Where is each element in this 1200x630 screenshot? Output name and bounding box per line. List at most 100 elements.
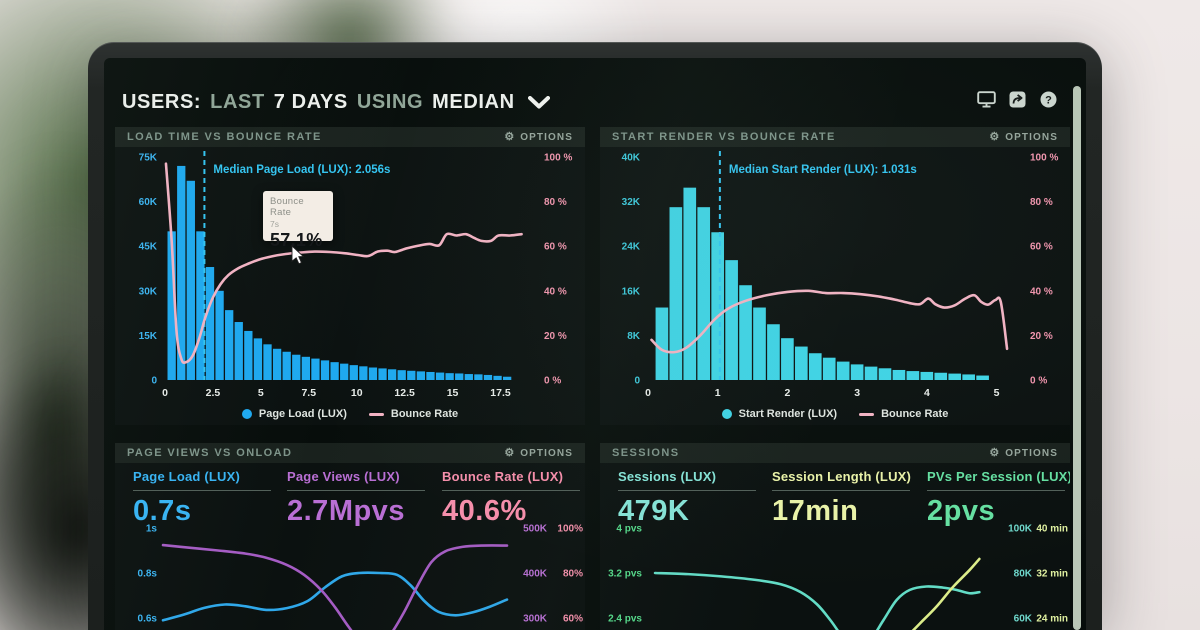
svg-text:15K: 15K [139, 331, 158, 342]
axis-tick-labels: 500K 400K 300K [523, 524, 548, 625]
legend-label: Start Render (LUX) [738, 408, 838, 420]
header-word: LAST [210, 90, 265, 113]
svg-text:30K: 30K [139, 286, 158, 297]
legend-dot-marker [241, 409, 252, 419]
stat-page-views: Page Views (LUX) 2.7Mpvs [287, 469, 437, 528]
svg-text:40 %: 40 % [544, 286, 567, 297]
options-button[interactable]: ⚙ OPTIONS [504, 446, 573, 459]
start-render-chart-canvas[interactable]: 40K 32K 24K 16K 8K 0 100 % 80 % 60 % 40 % 20 % 0 % 0… [600, 147, 1070, 425]
legend-label: Page Load (LUX) [258, 408, 347, 420]
series-line [161, 543, 509, 630]
options-button[interactable]: ⚙ OPTIONS [989, 446, 1058, 459]
svg-text:32 min: 32 min [1036, 569, 1068, 580]
legend-item[interactable]: Bounce Rate [368, 408, 458, 420]
legend-item[interactable]: Bounce Rate [859, 408, 948, 420]
svg-text:60 %: 60 % [1030, 242, 1053, 253]
svg-text:80 %: 80 % [1030, 197, 1053, 208]
chevron-down-icon [527, 95, 550, 108]
series-line [653, 571, 981, 630]
chart-legend: Start Render (LUX) Bounce Rate [600, 408, 1070, 420]
svg-text:45K: 45K [139, 242, 158, 253]
display-icon[interactable] [976, 90, 996, 108]
svg-text:0.8s: 0.8s [138, 569, 158, 580]
svg-text:40K: 40K [622, 153, 641, 164]
options-button[interactable]: ⚙ OPTIONS [989, 130, 1058, 143]
scrollbar[interactable] [1073, 86, 1081, 630]
sessions-chart-canvas[interactable]: 4 pvs 3.2 pvs 2.4 pvs 100K 80K 60K 40 min 32 mi… [600, 463, 1070, 630]
stat-page-load: Page Load (LUX) 0.7s [133, 469, 283, 528]
panel-load-time-vs-bounce-rate: LOAD TIME VS BOUNCE RATE ⚙ OPTIONS 75K 60… [115, 127, 585, 425]
svg-text:24 min: 24 min [1036, 614, 1068, 625]
legend-dot-marker [721, 409, 732, 419]
series-line [911, 557, 981, 630]
gear-icon: ⚙ [989, 130, 1001, 143]
panel-title: PAGE VIEWS VS ONLOAD [127, 447, 293, 459]
svg-text:60 %: 60 % [544, 242, 567, 253]
svg-text:40 min: 40 min [1036, 524, 1068, 535]
stat-sessions: Sessions (LUX) 479K [618, 469, 768, 528]
svg-text:4 pvs: 4 pvs [616, 524, 642, 535]
share-icon[interactable] [1007, 90, 1027, 108]
page-views-chart-canvas[interactable]: 1s 0.8s 0.6s 500K 400K 300K 100% 80% 60% [115, 463, 585, 630]
panel-start-render-vs-bounce-rate: START RENDER VS BOUNCE RATE ⚙ OPTIONS 40… [600, 127, 1070, 425]
axis-tick-labels: 100K 80K 60K [1008, 524, 1033, 625]
chart-legend: Page Load (LUX) Bounce Rate [115, 408, 585, 420]
panel-page-views-vs-onload: PAGE VIEWS VS ONLOAD ⚙ OPTIONS Page Load… [115, 443, 585, 630]
svg-text:20 %: 20 % [1030, 331, 1053, 342]
legend-label: Bounce Rate [881, 408, 949, 420]
svg-text:32K: 32K [622, 197, 641, 208]
svg-text:60%: 60% [563, 614, 583, 625]
header-word: 7 DAYS [273, 90, 348, 113]
svg-text:0 %: 0 % [1030, 376, 1047, 387]
gear-icon: ⚙ [989, 446, 1001, 459]
svg-text:40 %: 40 % [1030, 286, 1053, 297]
axis-tick-labels: 75K 60K 45K 30K 15K 0 100 % 80 % 60 % 40 % 20 % 0 %… [139, 153, 573, 400]
legend-item[interactable]: Page Load (LUX) [241, 408, 347, 420]
panel-title: LOAD TIME VS BOUNCE RATE [127, 131, 322, 143]
gear-icon: ⚙ [504, 130, 516, 143]
svg-text:5: 5 [994, 387, 1000, 399]
header-word: MEDIAN [432, 90, 515, 113]
axis-tick-labels: 4 pvs 3.2 pvs 2.4 pvs [608, 524, 642, 625]
stat-bounce-rate: Bounce Rate (LUX) 40.6% [442, 469, 585, 528]
help-icon[interactable]: ? [1038, 90, 1058, 108]
histogram-bars [167, 165, 512, 380]
panel-sessions: SESSIONS ⚙ OPTIONS Sessions (LUX) 479K S… [600, 443, 1070, 630]
svg-text:80K: 80K [1014, 569, 1033, 580]
options-button[interactable]: ⚙ OPTIONS [504, 130, 573, 143]
svg-text:12.5: 12.5 [394, 387, 415, 399]
svg-text:7.5: 7.5 [301, 387, 316, 399]
load-time-chart-canvas[interactable]: 75K 60K 45K 30K 15K 0 100 % 80 % 60 % 40 % 20 % 0 %… [115, 147, 585, 425]
axis-tick-labels: 1s 0.8s 0.6s [138, 524, 158, 625]
svg-text:1s: 1s [146, 524, 158, 535]
panel-header: SESSIONS ⚙ OPTIONS [600, 443, 1070, 463]
stat-pvs-per-session: PVs Per Session (LUX) 2pvs [927, 469, 1070, 527]
svg-text:100K: 100K [1008, 524, 1033, 535]
svg-text:60K: 60K [1014, 614, 1033, 625]
svg-text:2.5: 2.5 [206, 387, 221, 399]
legend-item[interactable]: Start Render (LUX) [721, 408, 838, 420]
panel-header: PAGE VIEWS VS ONLOAD ⚙ OPTIONS [115, 443, 585, 463]
chart-tooltip: Bounce Rate 7s 57.1% [263, 191, 333, 250]
svg-text:2.4 pvs: 2.4 pvs [608, 614, 642, 625]
svg-text:60K: 60K [139, 197, 158, 208]
toolbar: ? [976, 90, 1058, 108]
stats-row: Sessions (LUX) 479K Session Length (LUX)… [600, 463, 1070, 528]
svg-text:16K: 16K [622, 286, 641, 297]
dashboard-screen: USERS: LAST 7 DAYS USING MEDIAN [104, 58, 1086, 630]
stats-row: Page Load (LUX) 0.7s Page Views (LUX) 2.… [115, 463, 585, 528]
svg-text:100 %: 100 % [1030, 153, 1058, 164]
svg-text:0: 0 [645, 387, 651, 399]
svg-text:5: 5 [258, 387, 264, 399]
mouse-cursor [291, 245, 304, 265]
median-marker-label: Median Start Render (LUX): 1.031s [729, 164, 917, 176]
median-marker-label: Median Page Load (LUX): 2.056s [213, 164, 390, 176]
svg-text:?: ? [1045, 94, 1052, 106]
users-range-selector[interactable]: USERS: LAST 7 DAYS USING MEDIAN [122, 88, 550, 116]
axis-tick-labels: 40 min 32 min 24 min [1036, 524, 1068, 625]
svg-text:300K: 300K [523, 614, 548, 625]
svg-text:4: 4 [924, 387, 930, 399]
svg-text:3: 3 [854, 387, 860, 399]
svg-text:0: 0 [162, 387, 168, 399]
svg-text:0: 0 [151, 376, 157, 387]
